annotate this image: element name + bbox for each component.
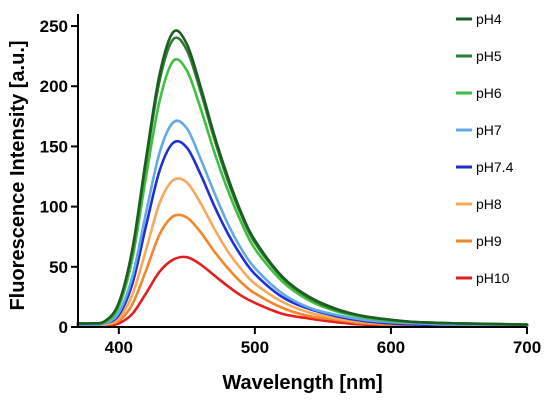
y-tick-label: 100 <box>40 198 68 217</box>
legend-label: pH10 <box>476 270 510 286</box>
series-line-ph6 <box>76 57 529 326</box>
y-axis-title: Fluorescence Intensity [a.u.] <box>7 40 29 310</box>
y-tick-label: 50 <box>49 258 68 277</box>
legend-label: pH7.4 <box>476 159 514 175</box>
ticks: 0 50 100 150 200 250 400 500 600 700 <box>40 17 542 357</box>
y-tick-label: 250 <box>40 17 68 36</box>
legend-label: pH5 <box>476 48 502 64</box>
x-tick-label: 600 <box>377 338 405 357</box>
series-lines <box>76 29 529 328</box>
legend-label: pH8 <box>476 196 502 212</box>
x-tick-label: 700 <box>513 338 541 357</box>
legend-label: pH7 <box>476 122 502 138</box>
axes <box>77 14 527 328</box>
x-axis-title: Wavelength [nm] <box>222 372 382 394</box>
legend-label: pH6 <box>476 85 502 101</box>
x-tick-label: 400 <box>105 338 133 357</box>
y-tick-label: 150 <box>40 137 68 156</box>
legend-label: pH9 <box>476 233 502 249</box>
series-line-ph7 <box>76 119 529 328</box>
legend-label: pH4 <box>476 11 502 27</box>
y-tick-label: 200 <box>40 77 68 96</box>
legend: pH4 pH5 pH6 pH7 pH7.4 pH8 pH9 pH10 <box>456 11 514 286</box>
y-tick-label: 0 <box>59 318 68 337</box>
x-tick-label: 500 <box>241 338 269 357</box>
series-line-ph4 <box>76 29 529 326</box>
